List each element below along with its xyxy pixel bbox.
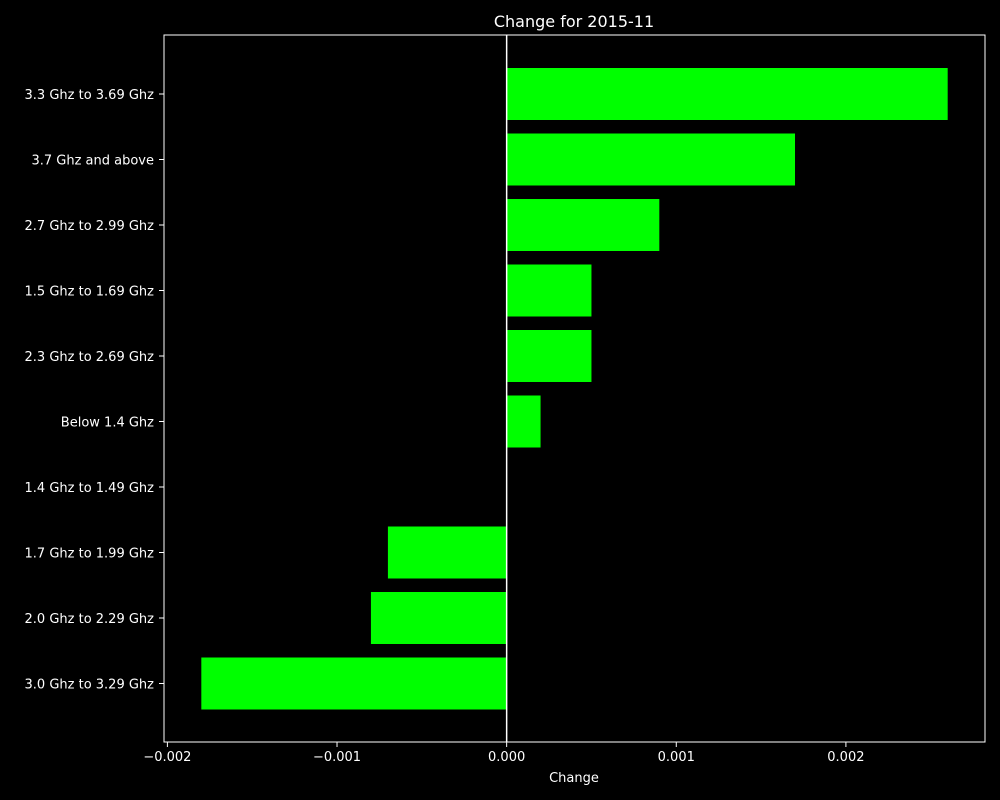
y-axis-ticks: 3.3 Ghz to 3.69 Ghz 3.7 Ghz and above 2.7 … [25,88,164,693]
x-axis-ticks: −0.002 −0.001 0.000 0.001 0.002 [143,742,865,765]
x-axis-label: Change [549,771,599,786]
bars-group [201,68,948,710]
plot-frame [163,34,986,743]
x-tick-label: 0.001 [658,750,695,765]
x-tick-label: −0.002 [143,750,191,765]
y-tick-label: 3.7 Ghz and above [31,154,154,169]
bar [506,199,660,251]
x-tick-label: 0.002 [827,750,864,765]
y-tick-label: Below 1.4 Ghz [61,416,154,431]
y-tick-label: 1.4 Ghz to 1.49 Ghz [25,481,155,496]
bar [506,133,796,186]
y-tick-label: 2.7 Ghz to 2.99 Ghz [25,219,155,234]
y-tick-label: 3.0 Ghz to 3.29 Ghz [25,678,155,693]
bar [370,592,507,644]
y-tick-label: 2.0 Ghz to 2.29 Ghz [25,612,155,627]
bar [387,526,507,579]
bar [506,68,948,120]
y-tick-label: 3.3 Ghz to 3.69 Ghz [25,88,155,103]
y-tick-label: 1.5 Ghz to 1.69 Ghz [25,285,155,300]
bar [201,657,507,710]
bar [506,330,592,382]
x-tick-label: −0.001 [313,750,361,765]
x-tick-label: 0.000 [488,750,525,765]
y-tick-label: 1.7 Ghz to 1.99 Ghz [25,547,155,562]
bar [506,395,541,448]
bar [506,264,592,317]
y-tick-label: 2.3 Ghz to 2.69 Ghz [25,350,155,365]
chart-title: Change for 2015-11 [494,12,654,31]
